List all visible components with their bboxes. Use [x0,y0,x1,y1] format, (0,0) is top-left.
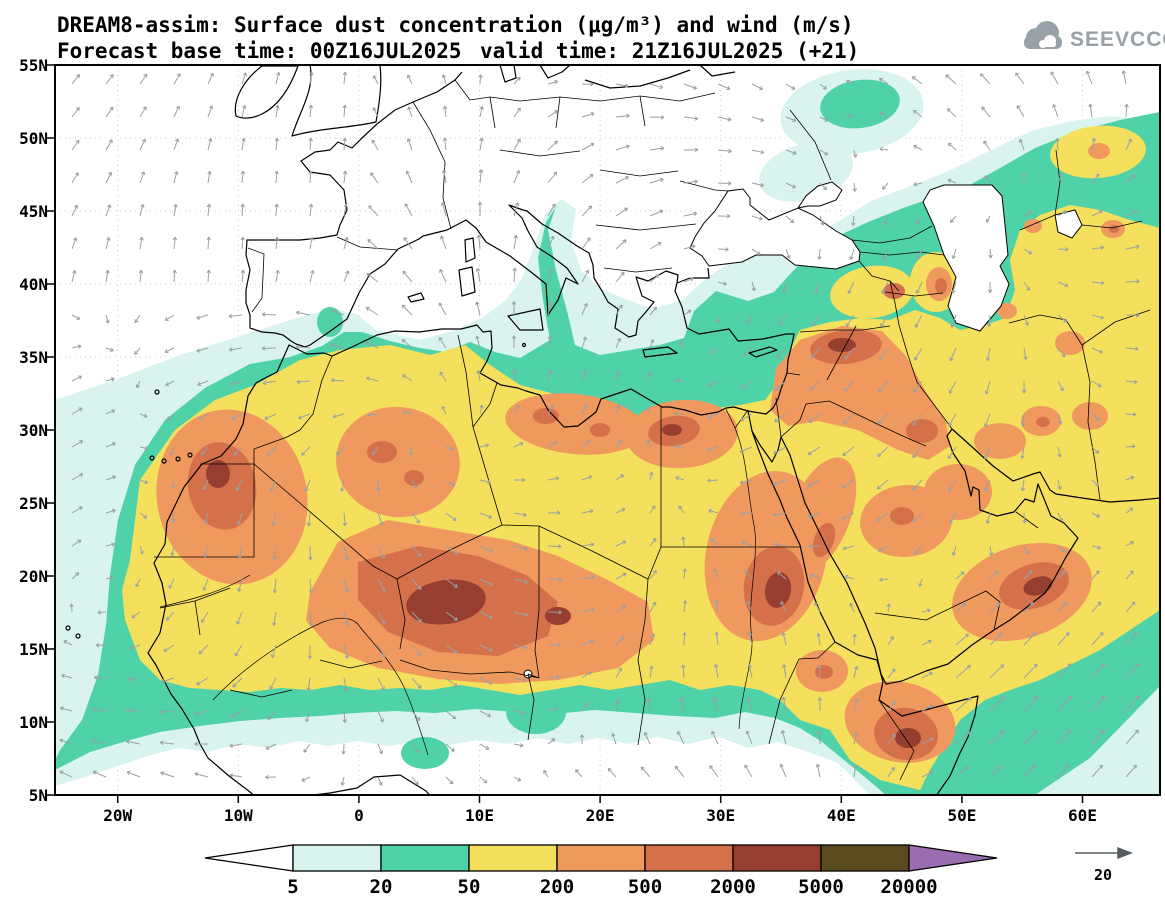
cloud-icon [1024,21,1062,49]
ireland-coast [234,65,299,119]
colorbar-label: 20000 [880,876,937,898]
wind-arrows [59,70,1140,786]
lon-tick-label: 30E [706,806,735,825]
lon-tick-label: 10E [465,806,494,825]
lat-tick-label: 35N [19,348,48,367]
lat-tick-label: 10N [19,713,48,732]
lat-tick-label: 25N [19,494,48,513]
colorbar-labels: 5 20 50 200 500 2000 5000 20000 [287,876,937,898]
colorbar-cell-4 [556,844,646,872]
lon-tick-label: 60E [1068,806,1097,825]
lon-tick-label: 50E [947,806,976,825]
valid-time: valid time: 21Z16JUL2025 (+21) [480,39,859,63]
lat-tick-label: 50N [19,129,48,148]
coastlines [65,65,1160,795]
colorbar-cell-7 [820,844,910,872]
dust-layer-2000 [206,338,1053,748]
lat-axis: 55N 50N 45N 40N 35N 30N 25N 20N 15N 10N 5N [19,56,55,805]
britain-coast [291,65,382,137]
colorbar-cell-2 [380,844,470,872]
colorbar-label: 5000 [798,876,844,898]
lat-tick-label: 55N [19,56,48,75]
sinai-coast [747,410,782,463]
sea-of-azov [796,181,843,209]
colorbar-cell-1 [292,844,382,872]
lat-tick-label: 15N [19,640,48,659]
guinea-coast [308,774,431,795]
colorbar-label: 5 [287,876,298,898]
logo-text: SEEVCCC [1070,28,1165,51]
lon-tick-label: 10W [224,806,253,825]
colorbar-label: 20 [370,876,393,898]
lat-tick-label: 40N [19,275,48,294]
seevccc-logo: SEEVCCC [1024,21,1165,51]
lat-tick-label: 20N [19,567,48,586]
africa-levant-coast [147,282,795,795]
colorbar-label: 200 [540,876,574,898]
inland-seas [523,181,1083,679]
forecast-base-time: Forecast base time: 00Z16JUL2025 [57,39,462,63]
colorbar-overflow-arrow [908,844,998,872]
lon-tick-label: 40E [827,806,856,825]
wind-layer [59,70,1140,786]
lon-axis: 20W 10W 0 10E 20E 30E 40E 50E 60E [103,795,1097,825]
lat-tick-label: 5N [29,786,48,805]
wind-reference-arrow [1075,846,1133,860]
colorbar-label: 500 [628,876,662,898]
colorbar-label: 2000 [710,876,756,898]
lon-tick-label: 20W [103,806,132,825]
colorbar-cell-5 [644,844,734,872]
colorbar-underflow-arrow [204,844,294,872]
lon-tick-label: 20E [586,806,615,825]
redsea-africa-coast [751,430,979,795]
colorbar [204,844,998,872]
lon-tick-label: 0 [354,806,364,825]
country-borders [154,79,1151,781]
wind-reference-label: 20 [1094,866,1112,884]
iran-gulf-coast [951,428,1160,503]
colorbar-cell-6 [732,844,822,872]
lat-tick-label: 45N [19,202,48,221]
colorbar-cell-3 [468,844,558,872]
colorbar-label: 50 [458,876,481,898]
islands [407,237,778,358]
europe-med-coast [245,123,710,348]
north-europe-coast [376,65,736,125]
page-title: DREAM8-assim: Surface dust concentration… [57,13,854,37]
arabia-coast [780,428,1079,685]
aral-sea [1054,209,1083,239]
lat-tick-label: 30N [19,421,48,440]
